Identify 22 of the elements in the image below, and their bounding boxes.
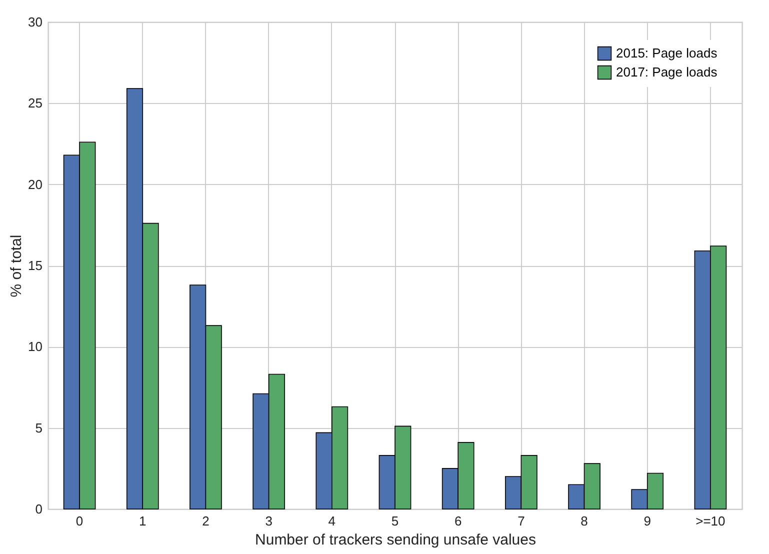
x-tick-label: 4 (328, 514, 336, 528)
x-tick-label: 1 (139, 514, 146, 528)
x-tick-label: 9 (644, 514, 651, 528)
y-tick-label: 0 (35, 502, 42, 516)
x-tick-label: 0 (76, 514, 84, 528)
x-tick-label: 5 (391, 514, 399, 528)
y-tick-label: 20 (28, 176, 42, 192)
legend-label: 2017: Page loads (616, 64, 718, 80)
x-tick-label: 8 (580, 514, 588, 528)
x-tick-label: 7 (518, 514, 525, 528)
y-tick-label: 30 (28, 14, 42, 30)
x-axis-title: Number of trackers sending unsafe values (255, 532, 536, 548)
y-tick-label: 15 (28, 258, 42, 273)
legend-label: 2015: Page loads (616, 46, 718, 60)
y-tick-label: 10 (28, 339, 42, 354)
x-tick-label: >=10 (696, 514, 726, 528)
y-tick-label: 25 (28, 96, 42, 111)
y-tick-label: 5 (35, 420, 42, 436)
x-tick-label: 3 (265, 514, 272, 528)
y-axis-title: % of total (8, 234, 26, 298)
x-tick-label: 6 (454, 514, 462, 528)
x-tick-label: 2 (202, 514, 210, 528)
